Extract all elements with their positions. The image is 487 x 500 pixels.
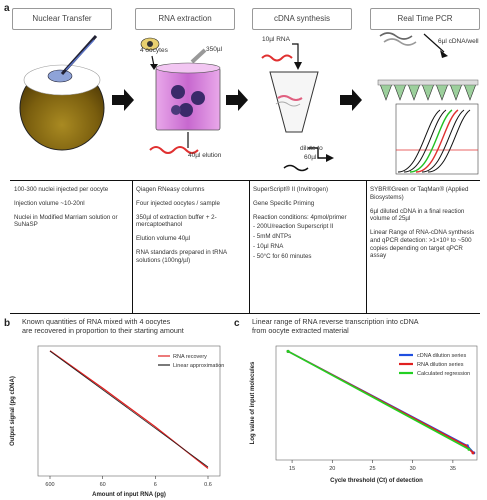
table-divider-3 [366, 180, 367, 313]
x-tick-label: 600 [45, 482, 54, 488]
x-tick-label: 60 [100, 482, 106, 488]
extraction-tube-illustration [140, 37, 221, 154]
x-tick-label: 30 [410, 466, 416, 472]
notes-rna-extraction: Qiagen RNeasy columns Four injected oocy… [136, 186, 246, 270]
pcr-illustration [377, 32, 479, 175]
note-text: - 200U/reaction Superscript II [253, 223, 334, 231]
note-text: - 50°C for 60 minutes [253, 252, 312, 260]
note-text: 350µl of extraction buffer + 2-mercaptoe… [136, 213, 217, 229]
note-text: Nuclei in Modified Marriam solution or S… [14, 213, 118, 229]
panel-b-title-1: Known quantities of RNA mixed with 4 ooc… [22, 317, 171, 326]
legend-label: Linear approximation [173, 363, 224, 369]
x-tick-label: 6 [154, 482, 157, 488]
notes-real-time-pcr: SYBR®Green or TaqMan® (Applied Biosystem… [370, 186, 482, 266]
legend-label: cDNA dilution series [417, 353, 466, 359]
notes-cdna-synthesis: SuperScript® II (Invitrogen) Gene Specif… [253, 186, 363, 262]
panel-a-illustrations [19, 32, 479, 175]
series-linear-approximation [49, 350, 209, 468]
chart-b: 600 60 6 0.6 RNA recovery Linear approximatio… [10, 345, 224, 498]
table-divider-2 [249, 180, 250, 313]
flow-arrows [112, 89, 362, 111]
chart-c: 15 20 25 30 35 cDNA dilution series RNA diluti… [250, 345, 478, 484]
x-tick-label: 35 [450, 466, 456, 472]
panel-c-letter: c [234, 318, 240, 329]
series-calculated-regression [287, 350, 470, 451]
note-text: Elution volume 40µl [136, 235, 191, 242]
label-rna-10: 10µl RNA [262, 36, 290, 43]
y-axis-label: Log value of input molecules [250, 361, 256, 444]
x-tick-label: 20 [329, 466, 335, 472]
note-text: 6µl diluted cDNA in a final reaction vol… [370, 207, 465, 223]
table-bottom-border [10, 313, 480, 314]
data-point [471, 451, 475, 455]
data-point [286, 349, 290, 353]
panel-b-letter: b [4, 318, 11, 329]
label-cdna-well: 6µl cDNA/well [438, 38, 479, 45]
chart-c-frame [275, 345, 478, 461]
cdna-tube-illustration [261, 43, 334, 172]
note-text: SuperScript® II (Invitrogen) [253, 186, 329, 193]
header-rna-extraction: RNA extraction [135, 8, 235, 30]
x-tick-label: 0.6 [204, 482, 212, 488]
note-text: 100-300 nuclei injected per oocyte [14, 186, 109, 193]
x-axis-label: Amount of input RNA (pg) [92, 492, 166, 498]
oocyte-illustration [19, 34, 105, 151]
data-point [467, 447, 471, 451]
legend-label: RNA dilution series [417, 362, 464, 368]
x-tick-label: 15 [289, 466, 295, 472]
note-text: - 10µl RNA [253, 242, 284, 250]
note-text: - 5mM dNTPs [253, 233, 292, 240]
note-text: RNA standards prepared in tRNA solutions… [136, 248, 227, 264]
note-text: Four injected oocytes / sample [136, 199, 220, 207]
label-oocytes: 4 oocytes [140, 47, 168, 54]
label-dilute: dilute to [300, 145, 323, 152]
note-text: Injection volume ~10-20nl [14, 199, 85, 207]
x-tick-label: 25 [369, 466, 375, 472]
label-vol-350: 350µl [206, 46, 223, 53]
legend-label: Calculated regression [417, 371, 470, 377]
panel-a-letter: a [4, 3, 10, 14]
header-nuclear-transfer: Nuclear Transfer [12, 8, 112, 30]
note-text: SYBR®Green or TaqMan® (Applied Biosystem… [370, 186, 469, 201]
header-cdna-synthesis: cDNA synthesis [252, 8, 352, 30]
label-elution: 40µl elution [188, 152, 222, 159]
panel-b-title-2: are recovered in proportion to their sta… [22, 326, 184, 335]
note-text: Gene Specific Priming [253, 199, 315, 207]
x-axis-label: Cycle threshold (Ct) of detection [330, 478, 423, 484]
panel-c-title-1: Linear range of RNA reverse transcriptio… [252, 317, 419, 326]
notes-nuclear-transfer: 100-300 nuclei injected per oocyte Injec… [14, 186, 129, 235]
note-text: Reaction conditions: 4pmol/primer [253, 213, 347, 221]
label-dilute-vol: 60µl [304, 154, 317, 161]
table-top-border [10, 180, 480, 181]
table-divider-1 [132, 180, 133, 313]
legend-label: RNA recovery [173, 354, 207, 360]
note-text: Qiagen RNeasy columns [136, 186, 205, 193]
header-real-time-pcr: Real Time PCR [370, 8, 480, 30]
y-axis-label: Output signal (pg cDNA) [10, 376, 16, 446]
note-text: Linear Range of RNA-cDNA synthesis and q… [370, 229, 475, 260]
panel-c-title-2: from oocyte extracted material [252, 326, 349, 335]
